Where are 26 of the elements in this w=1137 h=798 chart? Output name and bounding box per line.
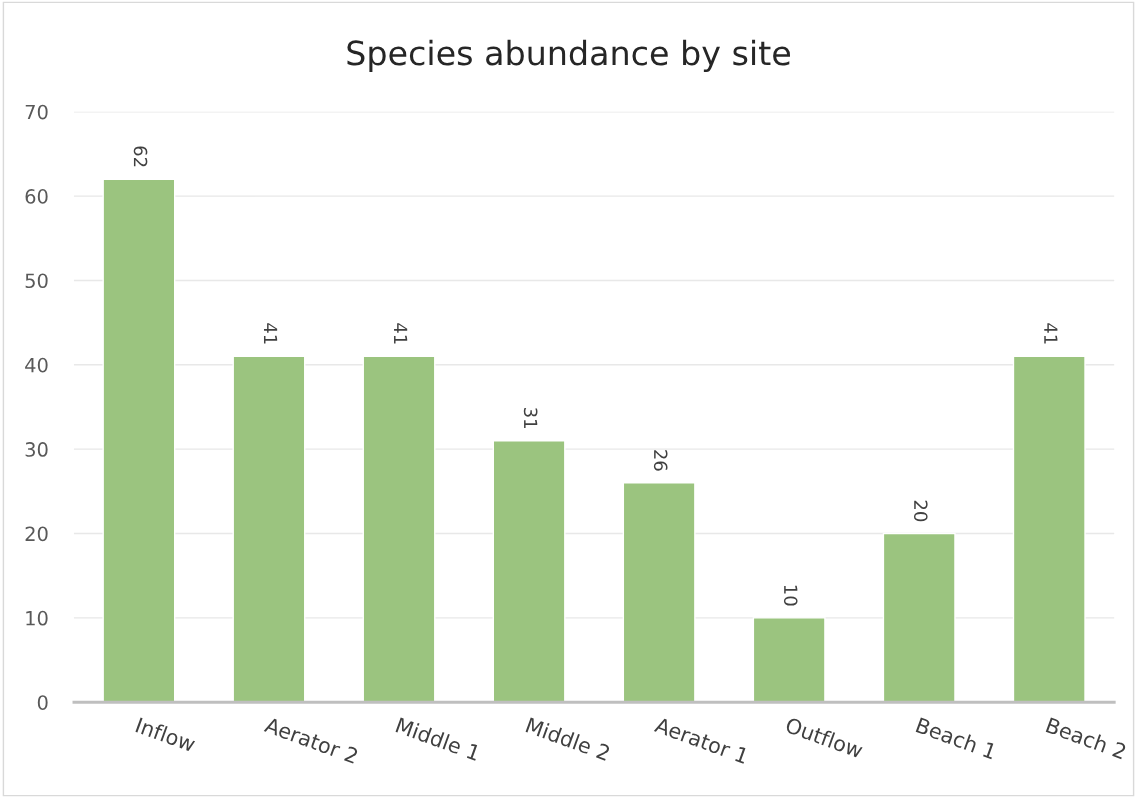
x-tick-label: Inflow	[135, 716, 197, 753]
bar	[622, 482, 696, 703]
y-tick-label: 50	[25, 273, 48, 289]
data-label: 20	[913, 500, 928, 522]
bar	[882, 532, 956, 703]
y-tick-label: 0	[37, 695, 48, 710]
bar	[102, 178, 176, 703]
data-label: 10	[783, 585, 798, 606]
data-label: 62	[133, 146, 148, 167]
y-tick-label: 20	[25, 526, 48, 542]
y-tick-label: 40	[25, 357, 48, 373]
bar	[362, 355, 436, 703]
data-label: 41	[1044, 323, 1058, 344]
data-label: 31	[523, 408, 538, 428]
y-tick-label: 60	[25, 189, 48, 204]
bar	[232, 355, 306, 703]
bar	[1012, 355, 1086, 703]
data-label: 41	[263, 323, 278, 344]
chart-title: Species abundance by site	[347, 39, 790, 72]
y-tick-label: 10	[26, 610, 48, 626]
y-tick-label: 30	[25, 442, 48, 457]
bar	[492, 440, 566, 703]
data-label: 26	[653, 450, 668, 471]
bar	[752, 617, 826, 703]
data-label: 41	[394, 323, 408, 344]
y-tick-label: 70	[25, 104, 48, 120]
